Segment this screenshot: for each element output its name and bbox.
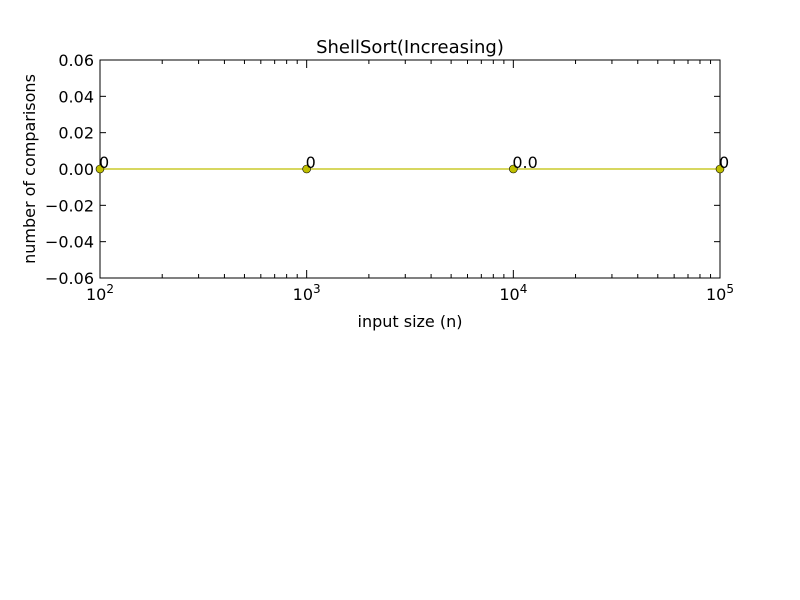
data-point xyxy=(509,164,518,174)
x-tick-label: 102 xyxy=(86,282,114,304)
data-point xyxy=(95,164,105,174)
data-point xyxy=(715,164,725,174)
data-label: 0 xyxy=(719,153,729,172)
x-tick-label: 104 xyxy=(499,282,527,304)
data-label: 0 xyxy=(306,153,316,172)
data-point xyxy=(302,164,311,174)
x-axis-label: input size (n) xyxy=(358,312,463,331)
series-layer: 0 0 0.0 0 xyxy=(95,153,729,174)
chart-title: ShellSort(Increasing) xyxy=(316,37,504,58)
y-tick-label: −0.06 xyxy=(45,269,94,288)
data-label: 0.0 xyxy=(512,153,537,172)
data-label: 0 xyxy=(99,153,109,172)
y-tick-label: 0.02 xyxy=(58,124,94,143)
y-axis-label: number of comparisons xyxy=(20,74,39,264)
x-tick-label: 105 xyxy=(706,282,734,304)
x-tick-label: 103 xyxy=(293,282,321,304)
y-tick-label: −0.04 xyxy=(45,233,94,252)
y-tick-label: 0.04 xyxy=(58,87,94,106)
y-tick-label: 0.06 xyxy=(58,51,94,70)
y-tick-label: 0.00 xyxy=(58,160,94,179)
axis-ticks xyxy=(99,59,721,279)
y-tick-label: −0.02 xyxy=(45,196,94,215)
